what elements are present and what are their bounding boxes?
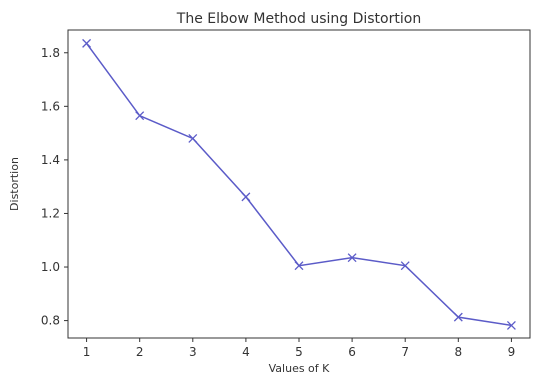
y-tick-label: 1.8 [41, 46, 60, 60]
x-tick-label: 4 [242, 345, 250, 359]
axes [67, 29, 531, 339]
y-tick-label: 1.2 [41, 206, 60, 220]
chart-title: The Elbow Method using Distortion [176, 11, 421, 27]
plot-frame [67, 29, 531, 339]
data-point-marker [506, 320, 516, 330]
y-axis-label: Distortion [8, 157, 21, 211]
data-point-marker [82, 38, 92, 48]
x-tick-label: 2 [136, 345, 144, 359]
x-tick-label: 3 [189, 345, 197, 359]
x-tick-label: 1 [83, 345, 91, 359]
x-axis-label: Values of K [269, 362, 331, 375]
data-point-marker [188, 134, 198, 143]
x-tick-label: 9 [508, 345, 516, 359]
data-point-marker [347, 253, 357, 263]
x-ticks: 1 2 3 4 5 6 7 8 9 [83, 338, 515, 359]
y-ticks: 0.8 1.0 1.2 1.4 1.6 1.8 [41, 46, 68, 328]
y-tick-label: 1.6 [41, 99, 60, 113]
x-tick-label: 5 [295, 345, 303, 359]
data-point-marker [453, 312, 463, 322]
x-tick-label: 7 [401, 345, 409, 359]
y-tick-label: 1.0 [41, 260, 60, 274]
data-point-marker [400, 261, 410, 271]
data-point-marker [241, 192, 251, 202]
series-line [85, 42, 512, 327]
x-tick-label: 8 [454, 345, 462, 359]
data-point-marker [294, 261, 304, 271]
series-markers [82, 38, 516, 330]
y-tick-label: 0.8 [41, 314, 60, 328]
x-tick-label: 6 [348, 345, 356, 359]
data-point-marker [135, 111, 145, 121]
y-tick-label: 1.4 [41, 153, 60, 167]
